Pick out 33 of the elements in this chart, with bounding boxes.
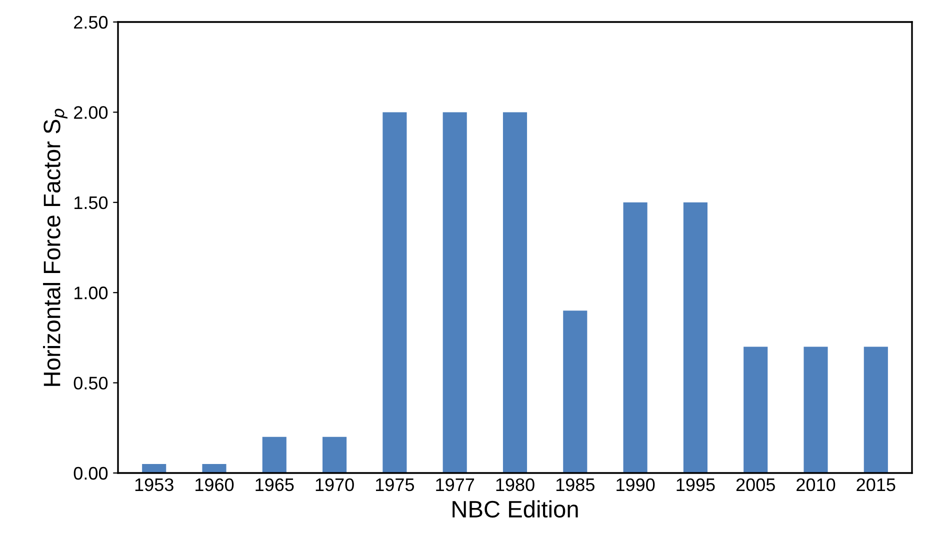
bar xyxy=(322,436,347,473)
x-tick-label: 1953 xyxy=(135,478,174,492)
bar xyxy=(262,436,286,473)
x-tick-label: 1970 xyxy=(316,478,354,492)
x-tick-label: 1977 xyxy=(436,478,474,492)
y-tick-label: 2.50 xyxy=(74,16,108,29)
x-axis-title: NBC Edition xyxy=(452,500,578,518)
bar xyxy=(382,112,407,473)
x-tick-label: 1965 xyxy=(256,478,294,492)
x-tick-label: 1980 xyxy=(496,478,534,492)
y-tick-label: 1.00 xyxy=(74,286,108,300)
x-tick-label: 1985 xyxy=(556,478,594,492)
bar xyxy=(502,112,528,473)
x-tick-label: 2015 xyxy=(856,478,896,492)
bar xyxy=(683,202,708,473)
bar xyxy=(864,346,888,473)
y-tick-label: 0.00 xyxy=(74,466,108,480)
x-tick-label: 1990 xyxy=(616,478,655,492)
x-tick-label: 2010 xyxy=(796,478,836,492)
y-axis-title: Horizontal Force Factor S$_{p}$ xyxy=(43,108,68,386)
x-tick-label: 1995 xyxy=(676,478,715,492)
x-tick-label: 1960 xyxy=(196,478,234,492)
bar xyxy=(623,202,648,473)
y-tick-label: 0.50 xyxy=(74,376,108,390)
x-tick-label: 1975 xyxy=(376,478,414,492)
x-tick-label: 2005 xyxy=(736,478,775,492)
bar xyxy=(563,310,588,473)
bar xyxy=(442,112,467,473)
y-tick-label: 1.50 xyxy=(74,196,108,210)
bar xyxy=(202,464,226,473)
y-tick-label: 2.00 xyxy=(74,106,108,119)
bar xyxy=(804,346,828,473)
bar xyxy=(744,346,768,473)
